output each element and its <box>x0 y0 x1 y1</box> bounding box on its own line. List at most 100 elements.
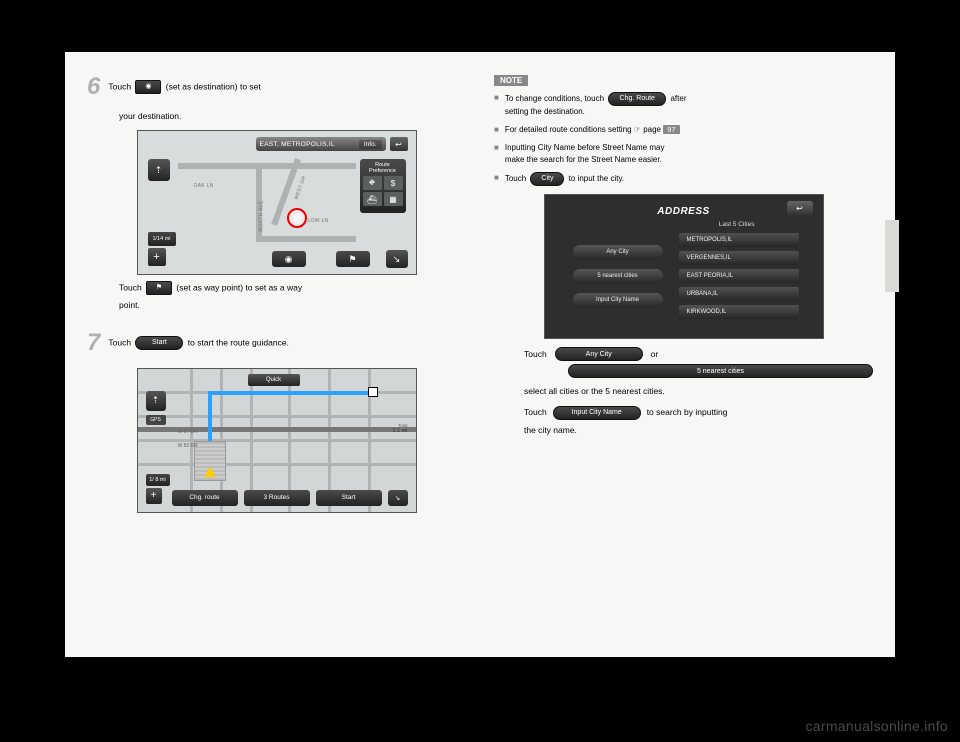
pref-icon[interactable]: ▦ <box>384 192 403 206</box>
road <box>256 236 356 242</box>
street-label: W 83 DR <box>178 443 198 449</box>
total-distance: Total 1.1 mi <box>378 423 408 437</box>
bullet-icon: ■ <box>494 92 499 104</box>
north-up-button[interactable]: ⇡ <box>146 391 166 411</box>
list-item[interactable]: KIRKWOOD,IL <box>679 305 799 319</box>
note-bullet-3: ■ Inputting City Name before Street Name… <box>494 142 873 166</box>
step-6-number: 6 <box>87 70 100 104</box>
road-label: WEST DR <box>293 176 307 202</box>
bottom-bar: Chg. route 3 Routes Start ↘ <box>172 490 408 506</box>
destination-pin-icon <box>284 205 310 231</box>
gps-indicator: GPS <box>146 415 166 425</box>
note-bullet-4: ■ Touch City to input the city. <box>494 172 873 186</box>
txt: Touch <box>119 283 144 293</box>
list-item[interactable]: VERGENNES,IL <box>679 251 799 265</box>
pref-icon[interactable]: ⛖ <box>363 176 382 190</box>
road-label: LOW LN <box>308 218 329 224</box>
zoom-button[interactable]: + <box>148 248 166 266</box>
zoom-button[interactable]: + <box>146 488 162 504</box>
step-7-number: 7 <box>87 326 100 360</box>
step-6-line: 6 Touch ◉ (set as destination) to set <box>87 70 466 104</box>
txt: after <box>670 94 686 103</box>
list-item[interactable]: URBANA,IL <box>679 287 799 301</box>
waypoint-icon[interactable]: ⚑ <box>146 281 172 295</box>
address-left-buttons: Any City 5 nearest cities Input City Nam… <box>573 245 663 307</box>
gridline <box>138 463 416 466</box>
button-reference-list: Touch Any City or 5 nearest cities <box>524 347 873 381</box>
destination-icon[interactable]: ◉ <box>135 80 161 94</box>
chg-route-chip[interactable]: Chg. Route <box>608 92 666 106</box>
pref-icon[interactable]: ⛴ <box>363 192 382 206</box>
input-city-name-chip[interactable]: Input City Name <box>553 406 641 420</box>
bullet-icon: ■ <box>494 142 499 154</box>
after-text-3: the city name. <box>524 424 873 437</box>
return-button[interactable]: ↘ <box>388 490 408 506</box>
step-6-note: Touch ⚑ (set as way point) to set as a w… <box>119 281 466 295</box>
five-nearest-chip[interactable]: 5 nearest cities <box>568 364 873 378</box>
step-7-line: 7 Touch Start to start the route guidanc… <box>87 326 466 360</box>
screenshot-address-screen: ADDRESS ↩ Last 5 Cities Any City 5 neare… <box>544 194 824 339</box>
txt: Inputting City Name before Street Name m… <box>505 143 665 152</box>
screenshot-route-overview: Quick ⇡ GPS W 87 DR W 83 DR Total 1.1 mi… <box>137 368 417 513</box>
txt: To change conditions, touch <box>505 94 606 103</box>
note-heading: NOTE <box>494 75 528 86</box>
return-button[interactable]: ↘ <box>386 250 408 268</box>
vehicle-icon <box>204 467 216 477</box>
input-city-name-button[interactable]: Input City Name <box>573 293 663 307</box>
txt: (set as destination) to set <box>166 81 261 91</box>
txt: to start the route guidance. <box>188 337 289 347</box>
back-button[interactable]: ↩ <box>390 137 408 151</box>
section-edge-tab <box>885 220 899 292</box>
list-item[interactable]: METROPOLIS,IL <box>679 233 799 247</box>
txt: Touch <box>524 349 547 359</box>
txt: Touch <box>505 174 529 183</box>
three-routes-button[interactable]: 3 Routes <box>244 490 310 506</box>
list-item[interactable]: EAST PEORIA,IL <box>679 269 799 283</box>
txt: select all cities or the 5 nearest citie… <box>524 386 665 396</box>
last5-label: Last 5 Cities <box>719 221 755 228</box>
info-button[interactable]: Info. <box>359 140 382 149</box>
set-destination-button[interactable]: ◉ <box>272 251 306 267</box>
watermark: carmanualsonline.info <box>806 718 949 734</box>
back-button[interactable]: ↩ <box>787 201 813 215</box>
road-label: NORTH AVE <box>258 201 264 232</box>
any-city-button[interactable]: Any City <box>573 245 663 259</box>
road-label: OAK LN <box>194 183 214 189</box>
any-city-chip[interactable]: Any City <box>555 347 643 361</box>
txt: make the search for the Street Name easi… <box>505 155 662 164</box>
left-column: 6 Touch ◉ (set as destination) to set yo… <box>65 52 480 657</box>
note-bullet-2: ■ For detailed route conditions setting … <box>494 124 873 136</box>
set-waypoint-button[interactable]: ⚑ <box>336 251 370 267</box>
address-label: EAST, METROPOLIS,IL <box>260 141 356 148</box>
bullet-text: For detailed route conditions setting ☞ … <box>505 124 680 136</box>
address-header: ADDRESS <box>545 201 823 219</box>
north-up-button[interactable]: ⇡ <box>148 159 170 181</box>
txt: (set as way point) to set as a way <box>176 283 302 293</box>
gridline <box>138 415 416 418</box>
route-segment <box>208 391 368 395</box>
dist-value: 1.1 mi <box>378 428 408 434</box>
road <box>178 163 356 169</box>
five-nearest-button[interactable]: 5 nearest cities <box>573 269 663 283</box>
gridline <box>138 439 416 442</box>
chg-route-button[interactable]: Chg. route <box>172 490 238 506</box>
route-preference-panel[interactable]: Route Preference ⛖ $ ⛴ ▦ <box>360 159 406 213</box>
page-ref-badge: 97 <box>663 125 679 134</box>
start-button[interactable]: Start <box>316 490 382 506</box>
city-chip[interactable]: City <box>530 172 564 186</box>
txt: Touch <box>524 349 547 359</box>
after-text-1: to select all cities or the 5 nearest ci… <box>524 385 873 398</box>
pref-icon[interactable]: $ <box>384 176 403 190</box>
step-6-text2: your destination. <box>119 110 466 123</box>
route-pref-icons: ⛖ $ ⛴ ▦ <box>363 176 403 206</box>
txt: For detailed route conditions setting ☞ … <box>505 125 663 134</box>
scale-indicator[interactable]: 1/14 mi <box>148 232 176 246</box>
txt: Touch <box>524 406 547 419</box>
after-text-2: Touch Input City Name to search by input… <box>524 406 873 420</box>
start-button-chip[interactable]: Start <box>135 336 183 350</box>
address-title: ADDRESS <box>657 206 709 217</box>
quick-button[interactable]: Quick <box>248 374 300 386</box>
scale-indicator[interactable]: 1/ 8 mi <box>146 474 170 486</box>
txt: to search by inputting <box>647 406 728 419</box>
bullet-icon: ■ <box>494 124 499 136</box>
